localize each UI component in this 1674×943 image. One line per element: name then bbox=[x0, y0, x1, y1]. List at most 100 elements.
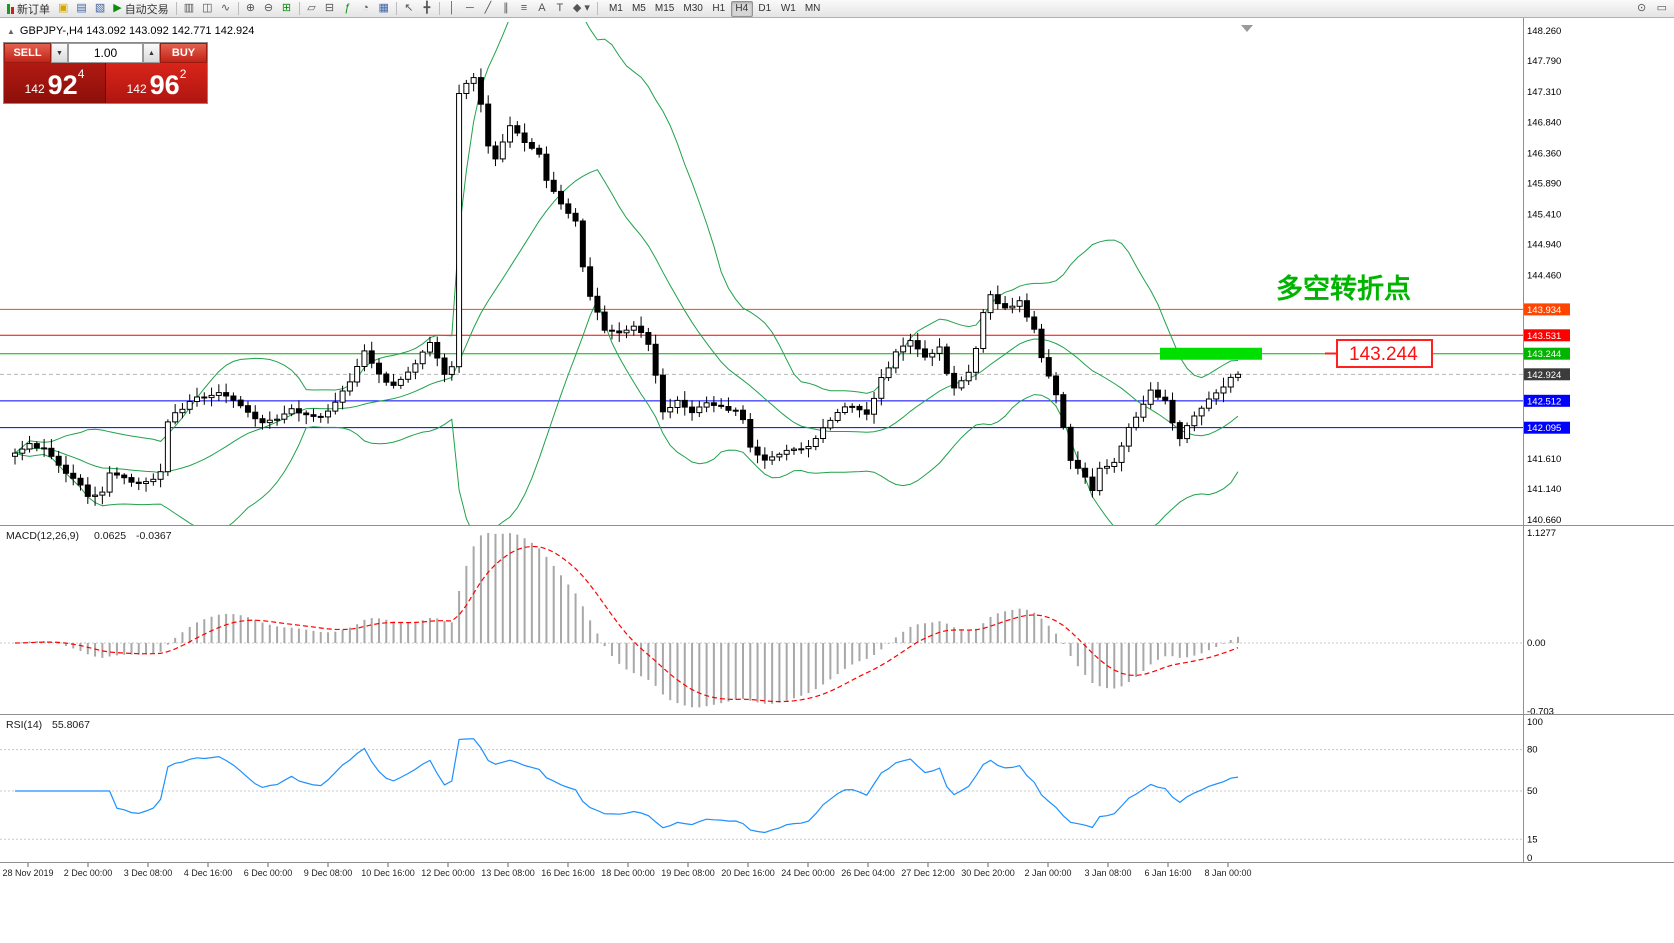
volume-decrease-button[interactable]: ▼ bbox=[51, 43, 68, 63]
bollinger-bands bbox=[14, 22, 1239, 526]
shapes-tool-icon: ◆ bbox=[572, 2, 582, 14]
timeframe-m30[interactable]: M30 bbox=[679, 1, 706, 17]
svg-text:0: 0 bbox=[1527, 853, 1532, 864]
add-indicator-button[interactable]: ƒ bbox=[339, 1, 357, 17]
shapes-tool-button[interactable]: ◆ ▾ bbox=[569, 1, 594, 17]
fibonacci-icon: ≡ bbox=[520, 2, 528, 14]
tile-windows-icon: ⊞ bbox=[281, 2, 292, 14]
cursor-icon: ↖ bbox=[404, 2, 414, 14]
sell-button[interactable]: SELL bbox=[4, 43, 51, 63]
cascade-windows-button[interactable]: ▱ bbox=[303, 1, 321, 17]
price-axis-tick: 144.460 bbox=[1527, 271, 1561, 282]
buy-price-pip: 2 bbox=[179, 67, 187, 81]
text-tool-icon: A bbox=[538, 2, 546, 14]
trade-controls-row: SELL ▼ ▲ BUY bbox=[4, 43, 207, 63]
chart-shift-marker[interactable] bbox=[1241, 25, 1253, 32]
price-level-lines bbox=[0, 308, 1523, 429]
fibonacci-button[interactable]: ≡ bbox=[515, 1, 533, 17]
svg-text:0.0625: 0.0625 bbox=[94, 530, 126, 542]
svg-text:-0.0367: -0.0367 bbox=[136, 530, 172, 542]
crosshair-button[interactable]: ╋ bbox=[418, 1, 436, 17]
channel-button[interactable]: ∥ bbox=[497, 1, 515, 17]
cursor-button[interactable]: ↖ bbox=[400, 1, 418, 17]
price-axis-tick: 141.140 bbox=[1527, 484, 1561, 495]
line-chart-icon: ∿ bbox=[220, 2, 231, 14]
zoom-out-button[interactable]: ⊖ bbox=[260, 1, 278, 17]
candlestick-series bbox=[12, 68, 1242, 506]
tile-horizontal-icon: ⊟ bbox=[324, 2, 335, 14]
rsi-header: RSI(14) bbox=[6, 719, 42, 731]
chart-canvas[interactable]: 多空转折点 143.244 148.260 147.790 147.310 146.840… bbox=[0, 18, 1674, 943]
macd-signal-line bbox=[14, 545, 1239, 703]
templates-button[interactable]: ▦ bbox=[375, 1, 393, 17]
text-tool-button[interactable]: A bbox=[533, 1, 551, 17]
timeframe-mn[interactable]: MN bbox=[801, 1, 825, 17]
price-callout-text: 143.244 bbox=[1349, 344, 1418, 365]
profiles-icon: ▣ bbox=[58, 2, 69, 14]
chat-button[interactable]: ▭ bbox=[1653, 1, 1671, 17]
timeframe-h4[interactable]: H4 bbox=[730, 0, 753, 17]
svg-text:143.531: 143.531 bbox=[1527, 331, 1561, 342]
arrows-tool-button[interactable]: T bbox=[551, 1, 569, 17]
svg-text:143.934: 143.934 bbox=[1527, 305, 1561, 316]
volume-increase-button[interactable]: ▲ bbox=[143, 43, 160, 63]
svg-text:55.8067: 55.8067 bbox=[52, 719, 90, 731]
profiles-button[interactable]: ▣ bbox=[54, 1, 72, 17]
horizontal-line-icon: ─ bbox=[466, 2, 474, 14]
support-highlight-bar[interactable] bbox=[1160, 347, 1262, 360]
chart-workspace: 多空转折点 143.244 148.260 147.790 147.310 146.840… bbox=[0, 18, 1674, 943]
market-watch-button[interactable]: ▤ bbox=[72, 1, 90, 17]
toolbar-separator bbox=[596, 2, 598, 15]
svg-text:80: 80 bbox=[1527, 745, 1538, 756]
cascade-windows-icon: ▱ bbox=[307, 2, 316, 14]
timeframe-m1[interactable]: M1 bbox=[605, 1, 627, 17]
timeframe-m5[interactable]: M5 bbox=[628, 1, 650, 17]
navigator-button[interactable]: ▧ bbox=[91, 1, 109, 17]
add-indicator-icon: ƒ bbox=[344, 2, 351, 14]
zoom-in-button[interactable]: ⊕ bbox=[242, 1, 260, 17]
timeframe-w1[interactable]: W1 bbox=[777, 1, 800, 17]
tile-windows-button[interactable]: ⊞ bbox=[278, 1, 296, 17]
time-axis-label: 2 Jan 00:00 bbox=[1024, 868, 1071, 878]
svg-text:50: 50 bbox=[1527, 786, 1538, 797]
zoom-in-icon: ⊕ bbox=[245, 2, 256, 14]
zoom-out-icon: ⊖ bbox=[263, 2, 274, 14]
time-axis-label: 12 Dec 00:00 bbox=[421, 868, 475, 878]
time-axis-label: 30 Dec 20:00 bbox=[961, 868, 1015, 878]
buy-button[interactable]: BUY bbox=[160, 43, 207, 63]
sell-price-prefix: 142 bbox=[24, 82, 45, 96]
svg-text:142.924: 142.924 bbox=[1527, 370, 1561, 381]
trendline-button[interactable]: ╱ bbox=[479, 1, 497, 17]
bar-chart-button[interactable]: ▥ bbox=[180, 1, 198, 17]
horizontal-line-button[interactable]: ─ bbox=[461, 1, 479, 17]
one-click-trading-panel: SELL ▼ ▲ BUY 142 92 4 142 96 2 bbox=[3, 42, 208, 104]
timeframe-d1[interactable]: D1 bbox=[754, 1, 776, 17]
candlestick-chart-button[interactable]: ◫ bbox=[198, 1, 216, 17]
new-order-button[interactable]: 新订单 bbox=[3, 1, 54, 17]
price-badge bbox=[1524, 347, 1570, 360]
time-axis[interactable] bbox=[27, 863, 1229, 867]
line-chart-button[interactable]: ∿ bbox=[217, 1, 235, 17]
auto-trading-button[interactable]: ▶ 自动交易 bbox=[109, 1, 172, 17]
buy-price[interactable]: 142 96 2 bbox=[106, 63, 207, 103]
tile-horizontal-button[interactable]: ⊟ bbox=[321, 1, 339, 17]
one-click-panel-toggle[interactable]: ▲ bbox=[7, 26, 15, 36]
time-axis-label: 28 Nov 2019 bbox=[2, 868, 53, 878]
time-axis-label: 6 Dec 00:00 bbox=[244, 868, 293, 878]
sell-price[interactable]: 142 92 4 bbox=[4, 63, 106, 103]
vertical-line-button[interactable]: │ bbox=[443, 1, 461, 17]
timeframe-m15[interactable]: M15 bbox=[651, 1, 678, 17]
price-axis-tick: 147.790 bbox=[1527, 56, 1561, 67]
price-callout-box[interactable] bbox=[1336, 339, 1433, 368]
time-axis-label: 2 Dec 00:00 bbox=[64, 868, 113, 878]
macd-header: MACD(12,26,9) bbox=[6, 530, 79, 542]
time-axis-label: 4 Dec 16:00 bbox=[184, 868, 233, 878]
timeframe-h1[interactable]: H1 bbox=[708, 1, 730, 17]
timeframe-group: M1 M5 M15 M30 H1 H4 D1 W1 MN bbox=[605, 0, 825, 17]
search-icon: ⊙ bbox=[1636, 2, 1647, 14]
volume-input[interactable] bbox=[68, 43, 143, 63]
periods-button[interactable]: ◔ bbox=[357, 1, 375, 17]
search-button[interactable]: ⊙ bbox=[1633, 1, 1651, 17]
svg-text:100: 100 bbox=[1527, 717, 1543, 728]
navigator-icon: ▧ bbox=[94, 2, 106, 14]
